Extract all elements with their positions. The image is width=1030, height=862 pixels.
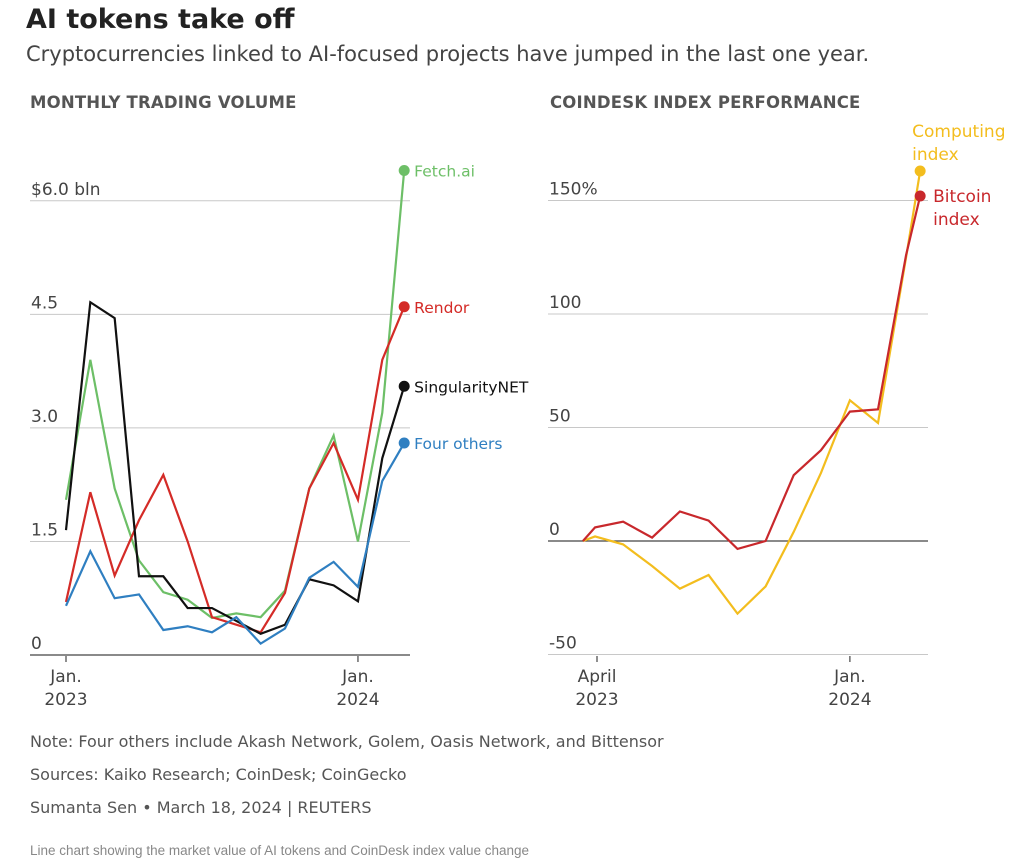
series-end-dot — [914, 165, 926, 177]
series-end-dot — [398, 165, 410, 177]
series-end-dot — [914, 190, 926, 202]
series-label: Fetch.ai — [414, 163, 475, 181]
series-line-bitcoin-index — [582, 195, 922, 551]
y-tick-label: 0 — [31, 634, 42, 654]
series-label: index — [912, 145, 959, 165]
series-label: Computing — [912, 122, 1005, 142]
series-label: index — [933, 210, 980, 230]
x-tick-label: 2024 — [828, 690, 871, 710]
left-panel-title: MONTHLY TRADING VOLUME — [30, 93, 297, 112]
right-panel-title: COINDESK INDEX PERFORMANCE — [550, 93, 861, 112]
series-label: SingularityNET — [414, 378, 529, 396]
credit: Sumanta Sen • March 18, 2024 | REUTERS — [30, 798, 372, 817]
y-tick-label: 150% — [549, 180, 598, 200]
chart-subtitle: Cryptocurrencies linked to AI-focused pr… — [26, 42, 870, 66]
series-end-dot — [398, 301, 410, 313]
y-tick-label: 100 — [549, 293, 581, 313]
series-line-fetch-ai — [64, 170, 406, 620]
y-tick-label: 4.5 — [31, 293, 58, 313]
series-label: Rendor — [414, 299, 470, 317]
y-tick-label: 3.0 — [31, 407, 58, 427]
sources: Sources: Kaiko Research; CoinDesk; CoinG… — [30, 765, 407, 784]
x-tick-label: 2023 — [575, 690, 618, 710]
x-tick-label: April — [578, 667, 617, 687]
series-label: Four others — [414, 435, 502, 453]
chart-title: AI tokens take off — [26, 4, 295, 35]
y-tick-label: -50 — [549, 634, 577, 654]
series-label: Bitcoin — [933, 187, 991, 207]
y-tick-label: 1.5 — [31, 520, 58, 540]
x-tick-label: Jan. — [49, 667, 82, 687]
y-tick-label: 0 — [549, 520, 560, 540]
x-tick-label: 2023 — [44, 690, 87, 710]
x-tick-label: Jan. — [833, 667, 866, 687]
series-end-dot — [398, 437, 410, 449]
y-tick-label: $6.0 bln — [31, 180, 101, 200]
series-line-four-others — [64, 442, 406, 646]
series-line-singularitynet — [64, 300, 406, 636]
x-tick-label: 2024 — [336, 690, 379, 710]
series-end-dot — [398, 380, 410, 392]
series-line-computing-index — [582, 170, 922, 616]
y-tick-label: 50 — [549, 407, 571, 427]
footnote: Note: Four others include Akash Network,… — [30, 732, 664, 751]
x-tick-label: Jan. — [341, 667, 374, 687]
alt-text: Line chart showing the market value of A… — [30, 843, 530, 858]
series-line-rendor — [64, 306, 406, 634]
